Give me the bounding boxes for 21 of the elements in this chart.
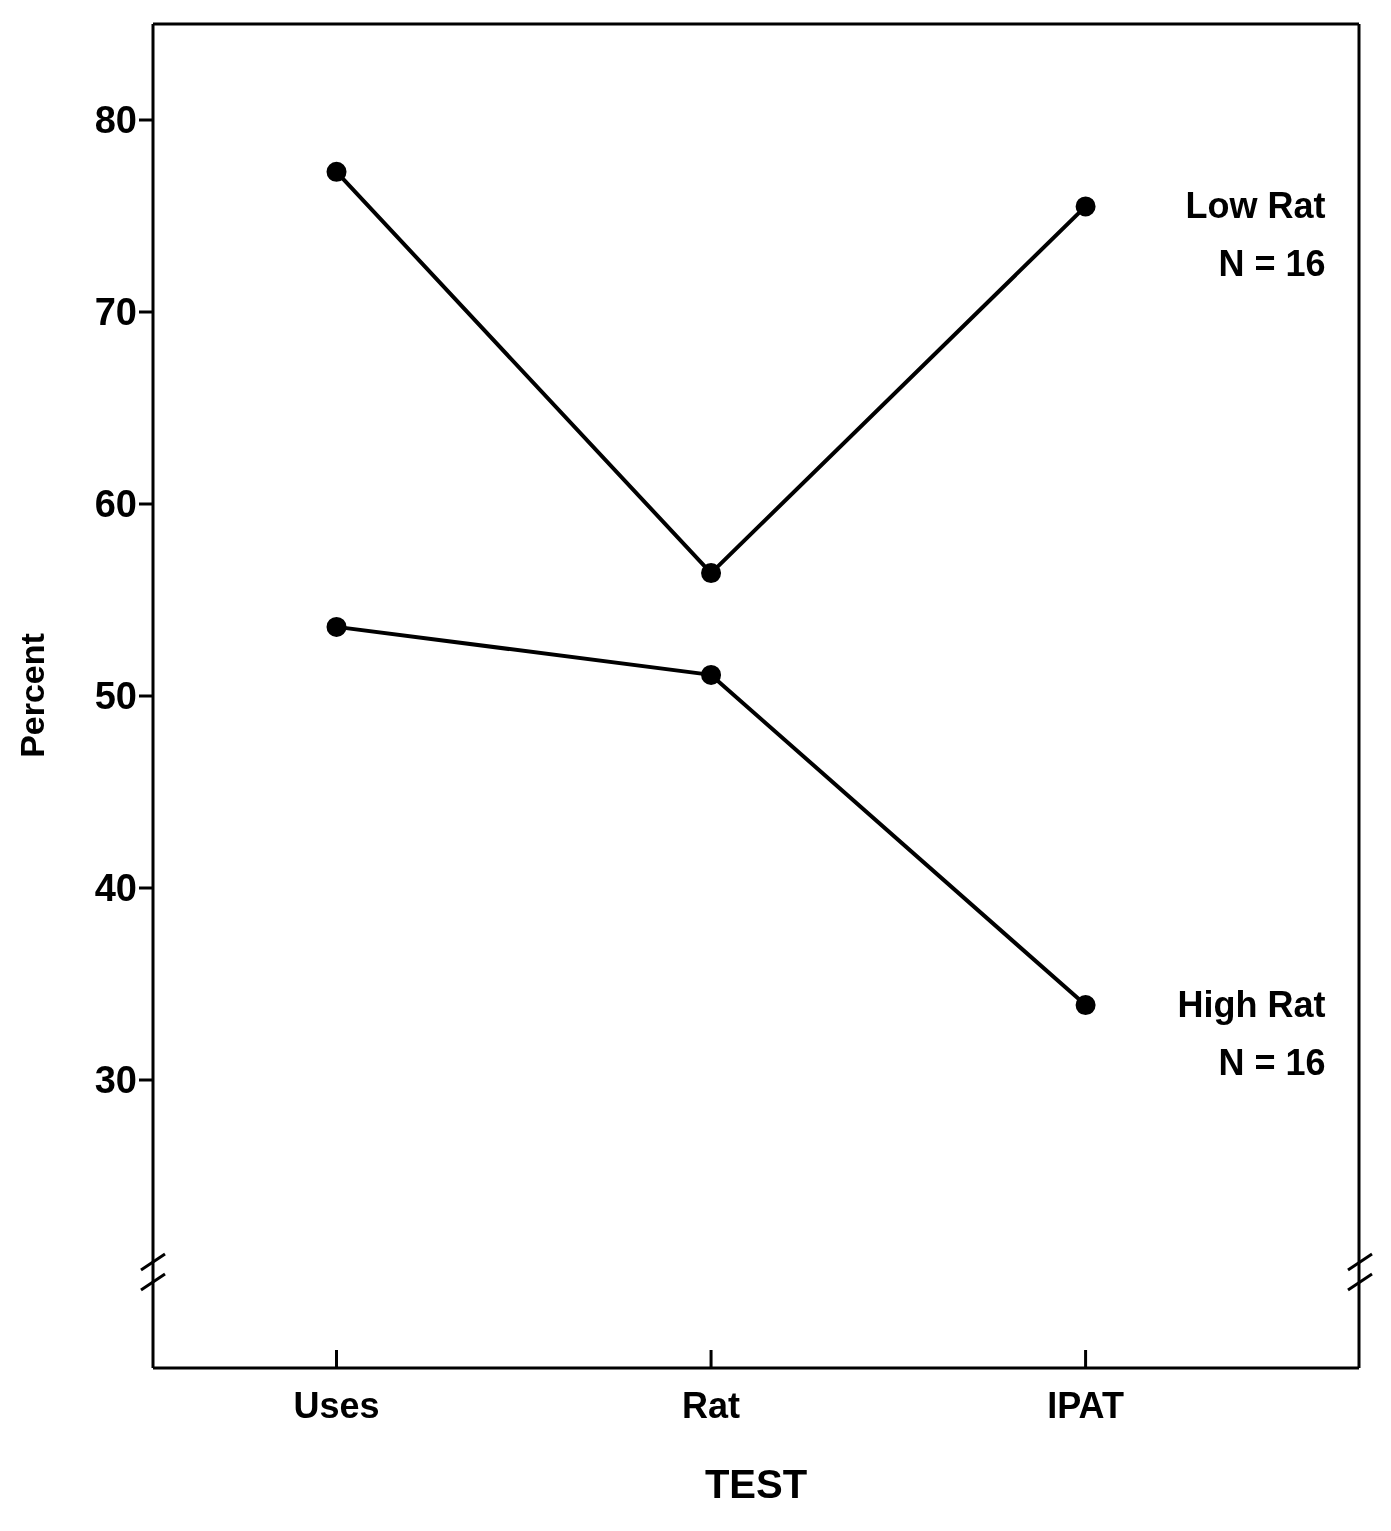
- y-tick-label: 70: [94, 291, 137, 334]
- text: Low Rat: [1185, 185, 1326, 227]
- point: [1075, 995, 1096, 1016]
- y-tick-label: 80: [94, 99, 137, 142]
- y-tick-label: 60: [94, 483, 137, 526]
- annotation: N = 16: [1218, 1042, 1326, 1084]
- x-tick-label: Uses: [293, 1384, 380, 1426]
- point: [326, 616, 347, 637]
- point: [701, 664, 722, 685]
- point: [1075, 196, 1096, 217]
- y-tick-label: 40: [94, 867, 137, 910]
- point: [326, 161, 347, 182]
- y-tick-label: 50: [94, 675, 137, 718]
- x-tick-label: Rat: [682, 1384, 741, 1426]
- y-tick-label: 30: [94, 1059, 137, 1102]
- annotation: N = 16: [1218, 243, 1326, 285]
- text: High Rat: [1177, 984, 1326, 1026]
- point: [701, 563, 722, 584]
- y-axis-title: Percent: [13, 633, 51, 758]
- x-tick-label: IPAT: [1047, 1384, 1124, 1426]
- x-axis-title: TEST: [704, 1462, 808, 1506]
